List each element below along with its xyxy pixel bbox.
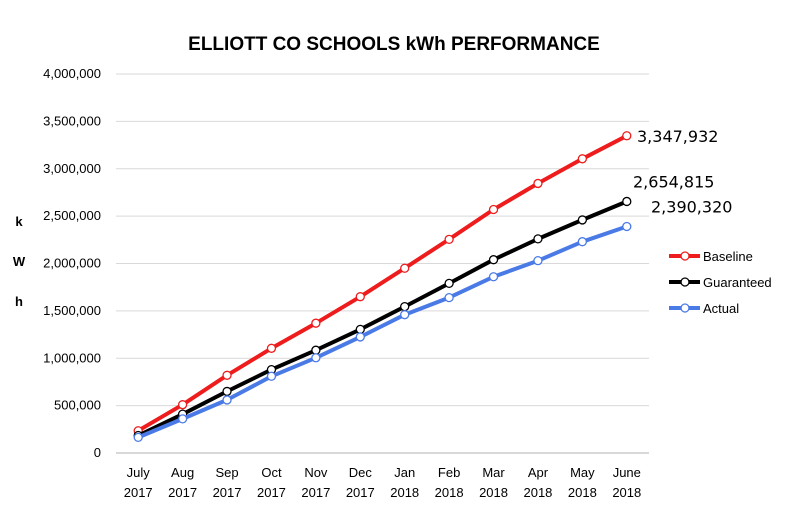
data-point-baseline: [311, 318, 321, 328]
gridlines: [116, 73, 649, 454]
y-tick-label: 4,000,000: [43, 66, 101, 81]
y-axis-label-k: k: [15, 214, 23, 229]
data-point-guaranteed: [311, 345, 321, 355]
y-axis-label-w: W: [13, 254, 26, 269]
data-point-guaranteed: [400, 301, 410, 312]
x-tick-label-month: May: [570, 465, 595, 480]
series-line-baseline: [136, 133, 629, 433]
legend-marker-guaranteed: [680, 277, 690, 287]
x-tick-label-year: 2018: [479, 485, 508, 500]
data-point-guaranteed: [355, 324, 365, 335]
data-point-actual: [177, 414, 188, 424]
x-tick-label-year: 2018: [435, 485, 464, 500]
x-tick-label-year: 2018: [523, 485, 552, 500]
data-point-actual: [533, 256, 543, 266]
end-value-label-baseline: 3,347,932: [637, 127, 718, 146]
x-tick-label-year: 2018: [612, 485, 641, 500]
data-point-actual: [266, 371, 277, 381]
legend-marker-baseline: [680, 251, 690, 261]
y-tick-label: 3,500,000: [43, 113, 101, 128]
x-tick-label-month: June: [613, 465, 641, 480]
y-tick-label: 0: [94, 445, 101, 460]
x-tick-label-month: July: [127, 465, 151, 480]
end-value-label-guaranteed: 2,654,815: [633, 172, 714, 191]
data-point-actual: [577, 237, 588, 247]
y-tick-label: 2,000,000: [43, 256, 101, 271]
data-point-actual: [355, 332, 365, 342]
legend-label-baseline: Baseline: [703, 249, 753, 264]
data-point-actual: [133, 432, 143, 443]
end-value-labels: 3,347,932 2,654,815 2,390,320: [633, 127, 732, 217]
data-point-actual: [311, 353, 321, 363]
y-tick-label: 3,000,000: [43, 161, 101, 176]
series-line-actual: [136, 224, 629, 440]
x-tick-label-year: 2017: [124, 485, 153, 500]
y-tick-label: 1,000,000: [43, 350, 101, 365]
data-point-baseline: [622, 131, 632, 141]
data-point-guaranteed: [488, 255, 499, 265]
y-axis-label: k W h: [13, 214, 26, 309]
x-tick-label-month: Jan: [394, 465, 415, 480]
data-point-baseline: [488, 204, 499, 215]
x-tick-label-year: 2017: [213, 485, 242, 500]
data-point-baseline: [222, 370, 232, 380]
legend: Baseline Guaranteed Actual: [669, 249, 772, 316]
data-point-guaranteed: [222, 386, 232, 397]
data-point-actual: [622, 221, 632, 232]
data-point-guaranteed: [533, 234, 543, 244]
y-tick-label: 2,500,000: [43, 208, 101, 223]
data-point-baseline: [577, 154, 588, 164]
x-tick-label-month: Sep: [215, 465, 238, 480]
x-tick-label-month: Aug: [171, 465, 194, 480]
x-tick-label-year: 2018: [568, 485, 597, 500]
x-tick-label-year: 2017: [301, 485, 330, 500]
data-point-actual: [222, 395, 232, 405]
x-tick-label-month: Dec: [349, 465, 373, 480]
chart-title: ELLIOTT CO SCHOOLS kWh PERFORMANCE: [188, 34, 600, 55]
legend-marker-actual: [680, 303, 690, 313]
data-point-actual: [400, 310, 410, 320]
legend-label-guaranteed: Guaranteed: [703, 275, 772, 290]
x-tick-label-year: 2017: [257, 485, 286, 500]
y-axis-label-h: h: [15, 294, 23, 309]
x-tick-label-year: 2017: [346, 485, 375, 500]
y-tick-label: 500,000: [54, 398, 101, 413]
data-point-baseline: [266, 343, 277, 353]
data-point-actual: [444, 292, 454, 303]
data-point-baseline: [177, 400, 188, 410]
data-point-baseline: [533, 178, 543, 189]
x-tick-labels: July 2017 Aug 2017 Sep 2017 Oct 2017 Nov 2017 Dec 2…: [124, 465, 642, 500]
y-tick-label: 1,500,000: [43, 303, 101, 318]
y-tick-labels: 0 500,000 1,000,000 1,500,000 2,000,000 2,500…: [43, 66, 101, 460]
x-tick-label-year: 2017: [168, 485, 197, 500]
data-point-guaranteed: [622, 196, 632, 207]
data-point-guaranteed: [444, 278, 454, 289]
x-tick-label-month: Apr: [528, 465, 549, 480]
data-point-actual: [488, 272, 499, 282]
data-point-baseline: [400, 263, 410, 273]
data-point-baseline: [444, 234, 454, 244]
x-tick-label-month: Mar: [482, 465, 505, 480]
data-point-baseline: [355, 292, 365, 302]
data-point-guaranteed: [577, 215, 588, 225]
series-group: [133, 131, 632, 443]
x-tick-label-month: Feb: [438, 465, 460, 480]
end-value-label-actual: 2,390,320: [651, 198, 732, 217]
series-line-guaranteed: [136, 199, 629, 438]
x-tick-label-month: Oct: [261, 465, 282, 480]
legend-label-actual: Actual: [703, 301, 739, 316]
x-tick-label-year: 2018: [390, 485, 419, 500]
x-tick-label-month: Nov: [304, 465, 328, 480]
